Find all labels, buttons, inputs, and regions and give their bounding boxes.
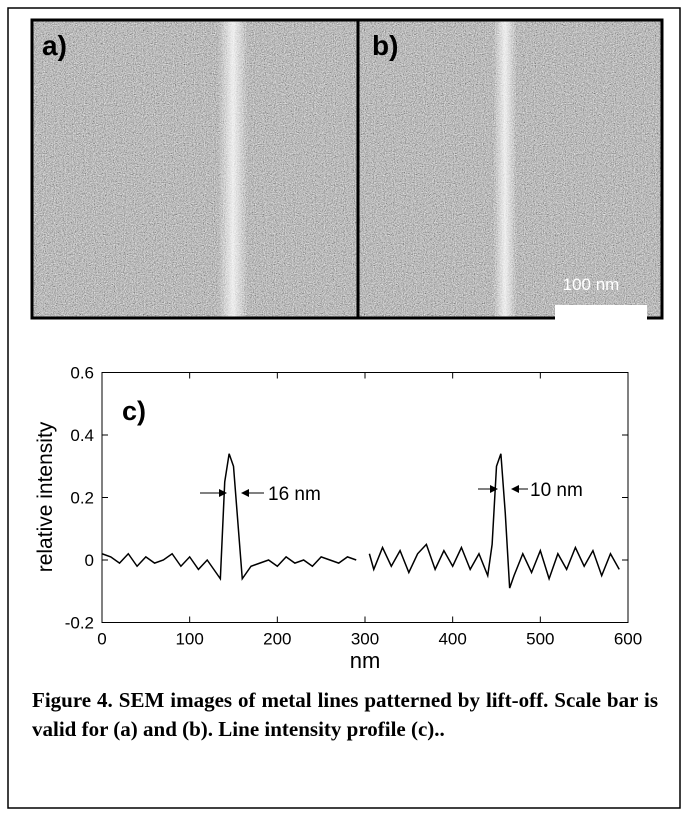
metal-line-a	[218, 20, 248, 318]
x-tick-label: 600	[614, 630, 642, 649]
sem-texture	[32, 20, 662, 318]
metal-line-b	[493, 20, 517, 318]
x-tick-label: 400	[438, 630, 466, 649]
scale-bar-label: 100 nm	[563, 275, 620, 294]
caption: Figure 4. SEM images of metal lines patt…	[32, 688, 658, 741]
x-tick-label: 0	[97, 630, 106, 649]
y-tick-label: 0.4	[70, 426, 94, 445]
y-tick-label: -0.2	[65, 614, 94, 633]
x-tick-label: 300	[351, 630, 379, 649]
sem-images: a) b) 100 nm	[30, 18, 664, 327]
y-tick-label: 0.2	[70, 489, 94, 508]
annotation: 16 nm	[268, 484, 321, 505]
y-tick-label: 0.6	[70, 364, 94, 383]
y-axis-label: relative intensity	[34, 421, 57, 572]
scale-bar	[555, 305, 647, 327]
x-tick-label: 500	[526, 630, 554, 649]
frame	[7, 7, 681, 809]
y-tick-label: 0	[85, 551, 94, 570]
panel-label: b)	[372, 30, 398, 61]
chart: c) 16 nm 10 nm nm relative intensity 0 10…	[34, 364, 642, 674]
image-border	[30, 18, 664, 320]
x-tick-label: 200	[263, 630, 291, 649]
data-line	[101, 453, 620, 589]
annotation: 10 nm	[530, 480, 583, 501]
x-tick-label: 100	[175, 630, 203, 649]
panel-label: c)	[122, 396, 146, 426]
x-axis-label: nm	[350, 648, 381, 673]
panel-label: a)	[42, 30, 67, 61]
